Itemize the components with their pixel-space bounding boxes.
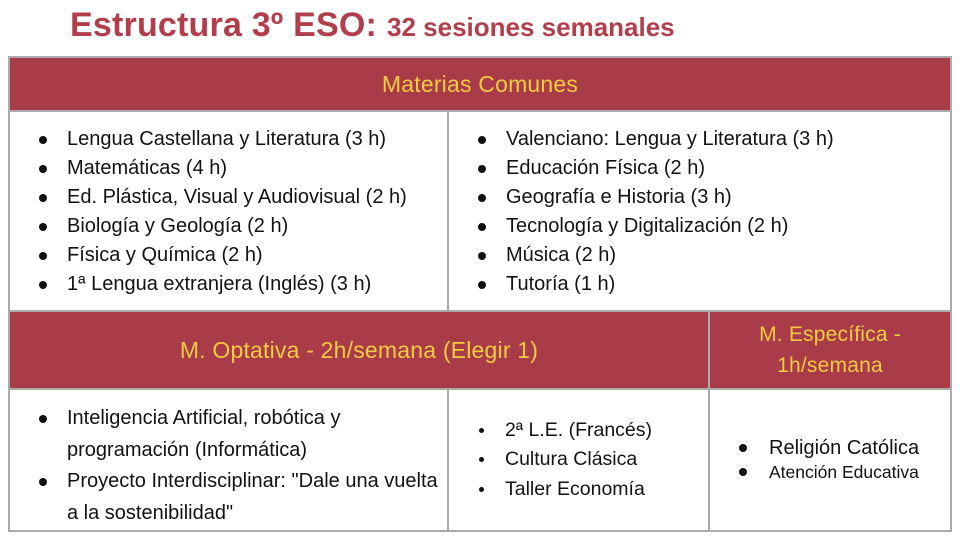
bullet-dot <box>478 165 486 173</box>
list-item: Taller Economía <box>479 475 704 505</box>
bullet-dot <box>39 136 47 144</box>
bullet-dot <box>39 223 47 231</box>
list-item: Música (2 h) <box>478 241 944 270</box>
list-item: Biología y Geología (2 h) <box>39 212 441 241</box>
list-item-label: Religión Católica <box>769 437 920 459</box>
list-item: 2ª L.E. (Francés) <box>479 416 704 446</box>
list-item-label: Ed. Plástica, Visual y Audiovisual (2 h) <box>67 186 407 208</box>
bullet-dot <box>39 281 47 289</box>
list-item: Valenciano: Lengua y Literatura (3 h) <box>478 125 944 154</box>
header-optativa: M. Optativa - 2h/semana (Elegir 1) <box>10 312 710 390</box>
common-subjects-right-cell: Valenciano: Lengua y Literatura (3 h) Ed… <box>449 112 950 312</box>
list-item-label: Inteligencia Artificial, robótica y prog… <box>67 407 341 461</box>
header-especifica: M. Específica - 1h/semana <box>710 312 950 390</box>
list-item-label: Lengua Castellana y Literatura (3 h) <box>67 128 387 150</box>
optativa-left-cell: Inteligencia Artificial, robótica y prog… <box>10 390 449 530</box>
bullet-dot <box>39 194 47 202</box>
list-item-label: Proyecto Interdisciplinar: "Dale una vue… <box>67 470 438 524</box>
bullet-dot <box>478 136 486 144</box>
header-materias-comunes: Materias Comunes <box>10 58 950 112</box>
list-item-label: Educación Física (2 h) <box>506 157 705 179</box>
list-item-label: Valenciano: Lengua y Literatura (3 h) <box>506 128 834 150</box>
list-item-label: Música (2 h) <box>506 244 617 266</box>
bullet-dot <box>39 415 47 423</box>
especifica-list: Religión Católica Atención Educativa <box>739 436 946 484</box>
list-item-label: 1ª Lengua extranjera (Inglés) (3 h) <box>67 273 372 295</box>
optativa-middle-cell: 2ª L.E. (Francés) Cultura Clásica Taller… <box>449 390 710 530</box>
list-item: Lengua Castellana y Literatura (3 h) <box>39 125 441 154</box>
bullet-dot <box>479 486 484 492</box>
page-title-main: Estructura 3º ESO: <box>70 6 377 44</box>
list-item: Inteligencia Artificial, robótica y prog… <box>39 403 441 466</box>
list-item: Tutoría (1 h) <box>478 270 944 299</box>
list-item: Física y Química (2 h) <box>39 241 441 270</box>
list-item-label: Tutoría (1 h) <box>506 273 616 295</box>
list-item: Proyecto Interdisciplinar: "Dale una vue… <box>39 466 441 529</box>
bullet-dot <box>479 457 484 463</box>
common-subjects-left-list: Lengua Castellana y Literatura (3 h) Mat… <box>39 125 441 299</box>
list-item-label: Cultura Clásica <box>505 448 638 471</box>
list-item: Educación Física (2 h) <box>478 154 944 183</box>
bullet-dot <box>739 444 747 452</box>
list-item: Matemáticas (4 h) <box>39 154 441 183</box>
bullet-dot <box>39 252 47 260</box>
bullet-dot <box>39 478 47 486</box>
list-item: Geografía e Historia (3 h) <box>478 183 944 212</box>
optativa-list: Inteligencia Artificial, robótica y prog… <box>39 403 441 529</box>
list-item-label: Física y Química (2 h) <box>67 244 263 266</box>
list-item: 1ª Lengua extranjera (Inglés) (3 h) <box>39 270 441 299</box>
common-subjects-right-list: Valenciano: Lengua y Literatura (3 h) Ed… <box>478 125 944 299</box>
list-item-label: Biología y Geología (2 h) <box>67 215 289 237</box>
list-item-label: 2ª L.E. (Francés) <box>505 418 653 441</box>
especifica-cell: Religión Católica Atención Educativa <box>710 390 950 530</box>
list-item-label: Atención Educativa <box>769 462 919 482</box>
header-optativa-label: M. Optativa - 2h/semana (Elegir 1) <box>179 336 539 363</box>
optativa-middle-list: 2ª L.E. (Francés) Cultura Clásica Taller… <box>479 416 704 505</box>
list-item: Ed. Plástica, Visual y Audiovisual (2 h) <box>39 183 441 212</box>
header-materias-comunes-label: Materias Comunes <box>381 70 579 97</box>
bullet-dot <box>478 223 486 231</box>
bullet-dot <box>739 468 747 476</box>
page-title-suffix: 32 sesiones semanales <box>387 12 675 42</box>
bullet-dot <box>478 281 486 289</box>
list-item-label: Geografía e Historia (3 h) <box>506 186 732 208</box>
page-title: Estructura 3º ESO: 32 sesiones semanales <box>70 6 675 52</box>
header-especifica-label: M. Específica - 1h/semana <box>759 322 901 378</box>
list-item-label: Tecnología y Digitalización (2 h) <box>506 215 789 237</box>
bullet-dot <box>479 427 484 433</box>
list-item: Religión Católica <box>739 436 946 460</box>
bullet-dot <box>39 165 47 173</box>
common-subjects-left-cell: Lengua Castellana y Literatura (3 h) Mat… <box>10 112 449 312</box>
list-item: Atención Educativa <box>739 460 946 484</box>
list-item: Tecnología y Digitalización (2 h) <box>478 212 944 241</box>
list-item: Cultura Clásica <box>479 445 704 475</box>
subjects-table: Materias Comunes Lengua Castellana y Lit… <box>8 56 952 532</box>
bullet-dot <box>478 194 486 202</box>
list-item-label: Matemáticas (4 h) <box>67 157 228 179</box>
list-item-label: Taller Economía <box>505 477 645 500</box>
bullet-dot <box>478 252 486 260</box>
